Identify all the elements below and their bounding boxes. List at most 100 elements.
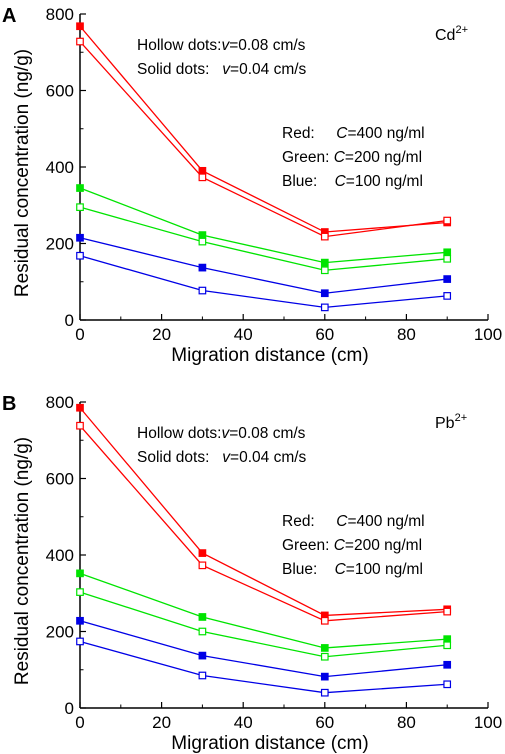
data-point-solid — [198, 231, 207, 239]
data-point-solid — [320, 258, 329, 267]
annotation-solid-value: =0.04 cm/s — [230, 449, 306, 466]
x-tick-label: 40 — [234, 713, 253, 732]
ion-label: Pb2+ — [435, 412, 467, 432]
annotation-red-variable: C — [336, 513, 348, 530]
annotation-red-value: =400 ng/ml — [347, 513, 424, 530]
annotation-blue-variable: C — [335, 173, 347, 190]
annotation-solid-value: =0.04 cm/s — [230, 61, 306, 78]
data-point-hollow — [443, 254, 452, 263]
annotation-green-prefix: Green: — [282, 149, 334, 166]
x-tick-label: 40 — [234, 325, 253, 344]
data-point-hollow — [76, 251, 84, 260]
x-tick-label: 0 — [75, 713, 84, 732]
annotation-hollow-variable: v — [221, 425, 230, 442]
annotation-red-prefix: Red: — [282, 125, 336, 142]
annotation-solid-prefix: Solid dots: — [137, 449, 222, 466]
ion-charge: 2+ — [455, 24, 468, 36]
ion-symbol: Cd — [435, 27, 455, 44]
data-point-solid — [198, 613, 207, 621]
data-point-hollow — [76, 588, 84, 596]
annotation-hollow-prefix: Hollow dots: — [137, 425, 221, 442]
annotation-red-value: =400 ng/ml — [347, 125, 424, 142]
annotation-green-value: =200 ng/ml — [345, 537, 422, 554]
y-tick-label: 200 — [46, 235, 74, 254]
data-point-solid — [198, 651, 207, 660]
data-point-hollow — [198, 173, 207, 182]
panel-letter: A — [2, 5, 16, 27]
data-point-hollow — [76, 37, 84, 46]
y-tick-label: 800 — [46, 393, 74, 412]
y-tick-label: 600 — [46, 470, 74, 489]
data-point-hollow — [76, 421, 84, 430]
y-tick-label: 0 — [65, 699, 74, 718]
annotation-green-prefix: Green: — [282, 537, 334, 554]
y-tick-label: 400 — [46, 546, 74, 565]
series-line-solid — [79, 237, 448, 294]
data-point-solid — [76, 616, 84, 625]
annotation-green-value: =200 ng/ml — [345, 149, 422, 166]
annotation-blue-value: =100 ng/ml — [346, 561, 423, 578]
data-point-hollow — [320, 616, 329, 625]
ion-charge: 2+ — [455, 412, 468, 424]
annotation-green-variable: C — [334, 537, 346, 554]
data-point-hollow — [320, 652, 329, 661]
data-point-hollow — [443, 292, 452, 300]
annotation-blue: Blue: C=100 ng/ml — [282, 173, 423, 190]
annotation-solid-variable: v — [222, 61, 231, 78]
x-tick-label: 60 — [315, 325, 334, 344]
data-point-solid — [76, 184, 84, 192]
data-point-solid — [76, 569, 84, 578]
data-point-hollow — [198, 627, 207, 636]
annotation-hollow-prefix: Hollow dots: — [137, 37, 221, 54]
data-point-hollow — [198, 671, 207, 680]
series-line-hollow — [79, 640, 448, 694]
y-tick-label: 400 — [46, 158, 74, 177]
annotation-red: Red: C=400 ng/ml — [282, 125, 425, 142]
annotation-hollow-value: =0.08 cm/s — [229, 37, 305, 54]
x-axis-title: Migration distance (cm) — [171, 345, 368, 366]
x-axis-title: Migration distance (cm) — [171, 733, 368, 754]
data-point-solid — [443, 248, 452, 257]
annotation-solid-variable: v — [222, 449, 231, 466]
data-point-solid — [443, 275, 452, 283]
x-tick-label: 20 — [152, 713, 171, 732]
ion-label: Cd2+ — [435, 24, 468, 44]
x-tick-label: 20 — [152, 325, 171, 344]
series-line-solid — [79, 25, 448, 233]
data-point-solid — [198, 263, 207, 272]
annotation-blue-prefix: Blue: — [282, 173, 335, 190]
ion-symbol: Pb — [435, 415, 455, 432]
annotation-hollow-value: =0.08 cm/s — [229, 425, 305, 442]
series-line-hollow — [79, 425, 448, 622]
annotation-red: Red: C=400 ng/ml — [282, 513, 425, 530]
data-point-hollow — [320, 688, 329, 697]
chart-panel-A: A 0 20 40 60 80 100 0 200 400 600 800 Migration dist… — [2, 5, 502, 366]
series-line-hollow — [79, 41, 448, 238]
annotation-red-prefix: Red: — [282, 513, 336, 530]
data-point-solid — [443, 660, 452, 669]
annotation-blue-prefix: Blue: — [282, 561, 335, 578]
annotation-blue: Blue: C=100 ng/ml — [282, 561, 423, 578]
data-point-hollow — [320, 303, 329, 312]
data-point-hollow — [443, 607, 452, 616]
y-tick-label: 600 — [46, 82, 74, 101]
data-point-hollow — [443, 641, 452, 650]
data-point-hollow — [443, 680, 452, 689]
data-point-solid — [320, 644, 329, 652]
data-point-hollow — [198, 561, 207, 570]
annotation-hollow-variable: v — [221, 37, 230, 54]
annotation-solid: Solid dots: v=0.04 cm/s — [137, 61, 307, 78]
x-tick-label: 80 — [397, 713, 416, 732]
y-tick-label: 0 — [65, 311, 74, 330]
chart-panel-B: B 0 20 40 60 80 100 0 200 400 600 800 Migration dist… — [2, 393, 502, 754]
x-tick-label: 0 — [75, 325, 84, 344]
series-line-hollow — [79, 206, 448, 271]
y-axis-title: Residual concentration (ng/g) — [12, 49, 33, 297]
series-line-solid — [79, 187, 448, 264]
series-line-solid — [79, 620, 448, 678]
data-point-solid — [76, 233, 84, 242]
annotation-solid: Solid dots: v=0.04 cm/s — [137, 449, 307, 466]
annotation-hollow: Hollow dots:v=0.08 cm/s — [137, 425, 306, 442]
y-axis-title: Residual concentration (ng/g) — [12, 437, 33, 685]
data-point-hollow — [76, 203, 84, 212]
